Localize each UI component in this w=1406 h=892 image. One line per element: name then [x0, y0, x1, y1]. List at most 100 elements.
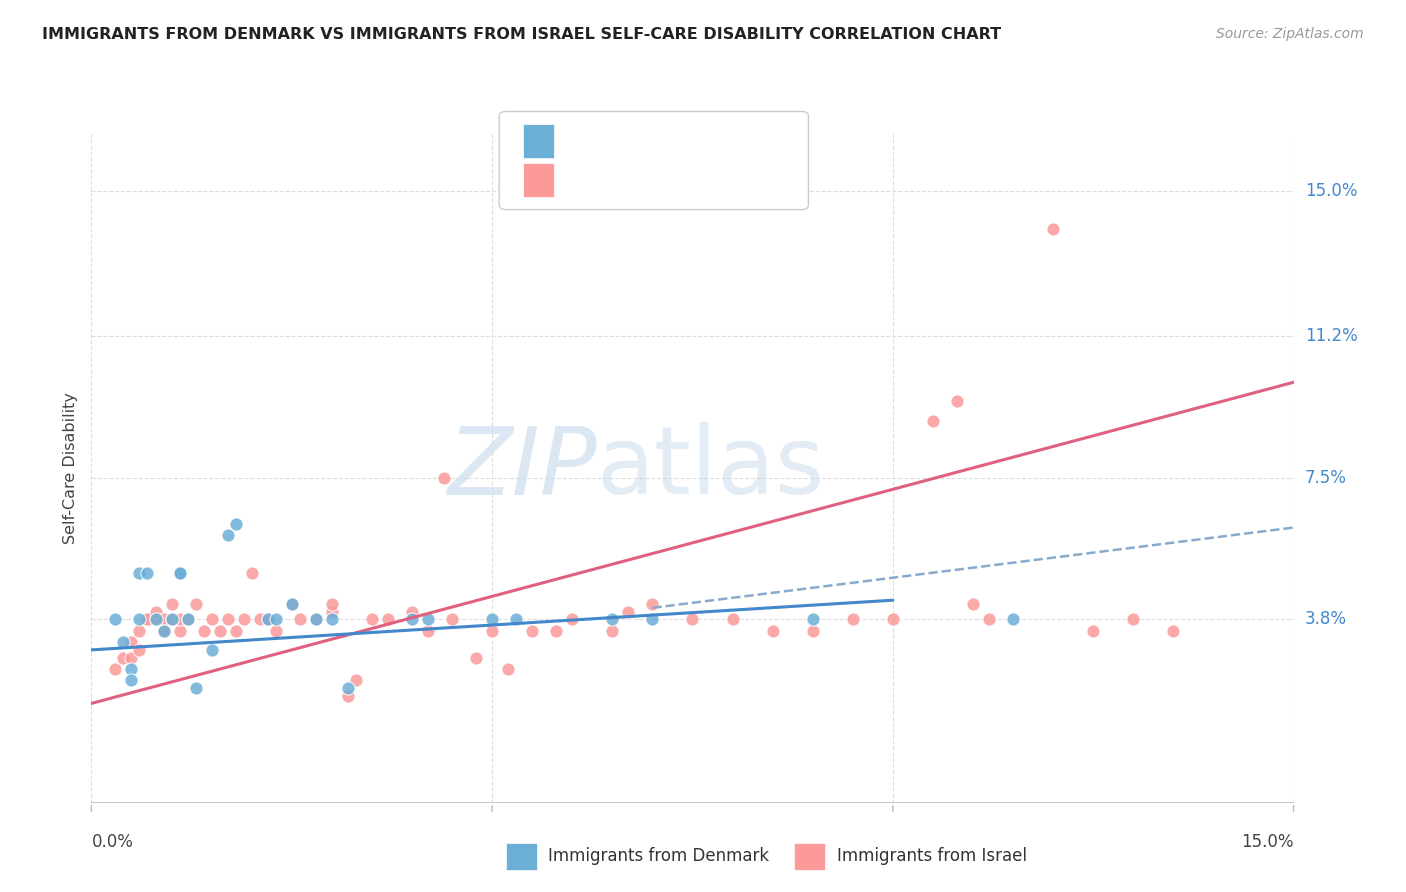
Point: [256, 612, 278, 626]
Point: [169, 566, 191, 581]
Point: [496, 662, 519, 676]
Point: [169, 566, 191, 581]
Point: [225, 624, 247, 638]
Point: [128, 643, 150, 657]
Text: Source: ZipAtlas.com: Source: ZipAtlas.com: [1216, 27, 1364, 41]
Point: [505, 612, 527, 626]
Point: [128, 566, 150, 581]
Point: [217, 528, 239, 542]
Point: [465, 650, 488, 665]
Text: 0.171: 0.171: [610, 132, 658, 150]
Point: [602, 612, 624, 626]
Point: [121, 635, 143, 649]
Point: [112, 650, 135, 665]
Point: [240, 566, 263, 581]
Text: 15.0%: 15.0%: [1305, 182, 1357, 200]
Point: [232, 612, 254, 626]
Point: [946, 394, 969, 409]
Point: [136, 612, 159, 626]
Point: [176, 612, 198, 626]
Text: 7.5%: 7.5%: [1305, 469, 1347, 487]
Point: [641, 612, 664, 626]
Point: [264, 624, 287, 638]
Text: R =: R =: [568, 171, 605, 189]
Point: [1163, 624, 1185, 638]
Point: [281, 597, 304, 611]
Text: 0.0%: 0.0%: [91, 833, 134, 851]
Point: [416, 612, 439, 626]
Point: [208, 624, 231, 638]
Point: [1001, 612, 1024, 626]
Point: [546, 624, 568, 638]
Point: [256, 612, 278, 626]
Point: [160, 612, 183, 626]
Point: [145, 612, 167, 626]
Point: [152, 624, 174, 638]
Point: [977, 612, 1000, 626]
Point: [128, 612, 150, 626]
Point: [321, 605, 343, 619]
Point: [201, 612, 224, 626]
Text: Immigrants from Israel: Immigrants from Israel: [837, 847, 1026, 865]
Point: [1122, 612, 1144, 626]
Point: [344, 673, 367, 688]
Point: [160, 612, 183, 626]
Point: [121, 650, 143, 665]
Point: [160, 597, 183, 611]
Point: [481, 612, 503, 626]
Point: [561, 612, 583, 626]
Point: [801, 624, 824, 638]
Point: [321, 597, 343, 611]
Point: [193, 624, 215, 638]
Point: [176, 612, 198, 626]
Point: [136, 612, 159, 626]
Point: [169, 612, 191, 626]
Point: [104, 612, 127, 626]
Point: [416, 624, 439, 638]
Point: [481, 624, 503, 638]
Point: [184, 681, 207, 695]
Text: 64: 64: [720, 171, 741, 189]
Text: ZIP: ZIP: [447, 423, 596, 514]
Point: [152, 612, 174, 626]
Point: [169, 624, 191, 638]
Point: [962, 597, 984, 611]
Point: [281, 597, 304, 611]
Point: [305, 612, 328, 626]
Text: N =: N =: [669, 132, 717, 150]
Point: [225, 516, 247, 531]
Point: [602, 624, 624, 638]
Point: [145, 605, 167, 619]
Point: [264, 612, 287, 626]
Point: [401, 605, 423, 619]
Point: [522, 624, 544, 638]
Point: [1083, 624, 1105, 638]
Text: N =: N =: [669, 171, 717, 189]
Point: [617, 605, 640, 619]
Text: 11.2%: 11.2%: [1305, 327, 1357, 345]
Point: [112, 635, 135, 649]
Point: [922, 413, 945, 427]
Point: [841, 612, 863, 626]
Point: [104, 662, 127, 676]
Point: [152, 624, 174, 638]
Point: [433, 471, 456, 485]
Point: [641, 597, 664, 611]
Point: [377, 612, 399, 626]
Text: 15.0%: 15.0%: [1241, 833, 1294, 851]
Text: 31: 31: [720, 132, 741, 150]
Point: [336, 689, 359, 703]
Point: [217, 612, 239, 626]
Point: [201, 643, 224, 657]
Point: [145, 612, 167, 626]
Point: [128, 624, 150, 638]
Point: [136, 566, 159, 581]
Point: [882, 612, 904, 626]
Text: Immigrants from Denmark: Immigrants from Denmark: [548, 847, 769, 865]
Point: [801, 612, 824, 626]
Point: [336, 681, 359, 695]
Point: [721, 612, 744, 626]
Point: [288, 612, 311, 626]
Point: [249, 612, 271, 626]
Point: [440, 612, 463, 626]
